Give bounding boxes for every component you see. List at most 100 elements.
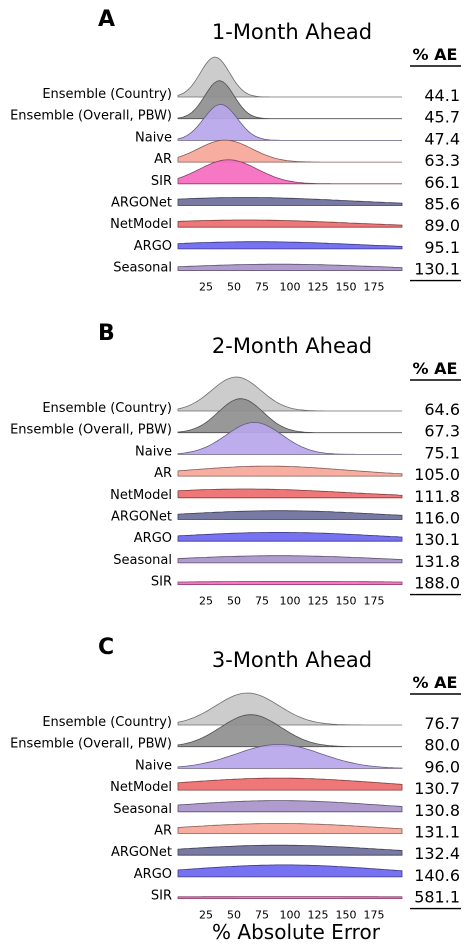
ae-value: 45.7 xyxy=(424,108,460,127)
ridge-ensemble-country- xyxy=(177,376,402,412)
x-tick-label: 150 xyxy=(336,281,357,294)
row-label: Naive xyxy=(135,444,172,459)
ridge-argo xyxy=(177,864,403,878)
x-tick-label: 100 xyxy=(280,909,301,922)
row-label: Ensemble (Overall, PBW) xyxy=(10,737,172,752)
ae-value: 188.0 xyxy=(414,574,460,593)
x-tick-label: 75 xyxy=(255,909,269,922)
x-tick-label: 125 xyxy=(308,281,329,294)
ae-value: 75.1 xyxy=(424,443,460,462)
x-tick-label: 75 xyxy=(255,595,269,608)
row-label: AR xyxy=(154,466,172,481)
ae-value: 131.1 xyxy=(414,823,460,842)
ae-value: 581.1 xyxy=(414,888,460,907)
ridge-netmodel xyxy=(177,219,403,228)
panel-c: C 3-Month Ahead % AE Ensemble (Country) 76.7… xyxy=(10,635,461,922)
x-tick-label: 150 xyxy=(336,909,357,922)
x-tick-label: 25 xyxy=(199,909,213,922)
ridge-netmodel xyxy=(177,488,403,499)
row-label: ARGONet xyxy=(111,196,172,211)
row-label: Naive xyxy=(135,130,172,145)
ae-value: 85.6 xyxy=(424,195,460,214)
ridge-argonet xyxy=(177,844,403,856)
ae-value: 80.0 xyxy=(424,736,460,755)
row-label: Ensemble (Country) xyxy=(42,87,172,102)
row-label: ARGO xyxy=(134,531,172,546)
ridge-argonet xyxy=(177,510,403,520)
row-label: Naive xyxy=(135,758,172,773)
ridge-ar xyxy=(177,465,403,477)
ae-header: % AE xyxy=(413,673,458,692)
ae-value: 140.6 xyxy=(414,866,460,885)
panel-b: B 2-Month Ahead % AE Ensemble (Country) 64.6… xyxy=(10,321,461,608)
ae-value: 130.1 xyxy=(414,260,460,279)
ridge-ensemble-overall-pbw- xyxy=(177,398,402,434)
row-label: ARGO xyxy=(134,239,172,254)
x-tick-label: 175 xyxy=(364,281,385,294)
x-tick-label: 150 xyxy=(336,595,357,608)
x-tick-label: 100 xyxy=(280,281,301,294)
x-tick-label: 50 xyxy=(227,595,241,608)
row-label: ARGONet xyxy=(111,845,172,860)
ae-value: 66.1 xyxy=(424,173,460,192)
ae-value: 89.0 xyxy=(424,216,460,235)
ridge-ensemble-overall-pbw- xyxy=(177,714,402,748)
ridge-ar xyxy=(177,139,402,163)
ae-value: 47.4 xyxy=(424,129,460,148)
panel-title: 2-Month Ahead xyxy=(212,334,372,358)
row-label: SIR xyxy=(151,889,172,904)
ridge-argonet xyxy=(177,197,403,206)
ridge-naive xyxy=(177,103,402,141)
ridge-ar xyxy=(177,823,403,834)
ae-header: % AE xyxy=(413,45,458,64)
ae-value: 111.8 xyxy=(414,487,460,506)
ridge-ensemble-overall-pbw- xyxy=(177,80,402,120)
ae-value: 131.8 xyxy=(414,552,460,571)
row-label: Ensemble (Country) xyxy=(42,715,172,730)
ae-value: 96.0 xyxy=(424,757,460,776)
row-label: NetModel xyxy=(110,217,172,232)
x-tick-label: 175 xyxy=(364,595,385,608)
row-label: ARGONet xyxy=(111,510,172,525)
x-tick-label: 75 xyxy=(255,281,269,294)
ridge-seasonal xyxy=(177,263,403,271)
ridge-seasonal xyxy=(177,800,403,813)
x-tick-label: 175 xyxy=(364,909,385,922)
x-tick-label: 125 xyxy=(308,595,329,608)
ridge-netmodel xyxy=(177,777,403,791)
ridge-naive xyxy=(177,421,402,455)
panel-title: 1-Month Ahead xyxy=(212,20,372,44)
panel-letter: A xyxy=(98,7,115,32)
ridge-naive xyxy=(177,743,403,769)
row-label: SIR xyxy=(151,575,172,590)
panel-title: 3-Month Ahead xyxy=(212,648,372,672)
ridge-ensemble-country- xyxy=(177,56,402,98)
ae-value: 116.0 xyxy=(414,509,460,528)
row-label: Seasonal xyxy=(113,553,172,568)
ae-value: 132.4 xyxy=(414,844,460,863)
x-tick-label: 25 xyxy=(199,595,213,608)
x-axis-label: % Absolute Error xyxy=(212,920,381,944)
ridge-sir xyxy=(177,896,403,899)
row-label: ARGO xyxy=(134,867,172,882)
ae-value: 130.8 xyxy=(414,801,460,820)
panel-letter: B xyxy=(98,321,115,346)
ae-header: % AE xyxy=(413,359,458,378)
row-label: NetModel xyxy=(110,780,172,795)
ae-value: 63.3 xyxy=(424,151,460,170)
ae-value: 130.7 xyxy=(414,779,460,798)
row-label: Ensemble (Overall, PBW) xyxy=(10,109,172,124)
row-label: Ensemble (Country) xyxy=(42,401,172,416)
x-tick-label: 25 xyxy=(199,281,213,294)
x-tick-label: 50 xyxy=(227,909,241,922)
ae-value: 105.0 xyxy=(414,465,460,484)
ae-value: 64.6 xyxy=(424,400,460,419)
ridge-seasonal xyxy=(177,555,403,564)
ridge-argo xyxy=(177,532,403,542)
ae-value: 76.7 xyxy=(424,714,460,733)
ae-value: 44.1 xyxy=(424,86,460,105)
ridge-sir xyxy=(177,581,403,585)
row-label: Seasonal xyxy=(113,261,172,276)
ridge-argo xyxy=(177,241,403,250)
panel-letter: C xyxy=(98,635,114,660)
